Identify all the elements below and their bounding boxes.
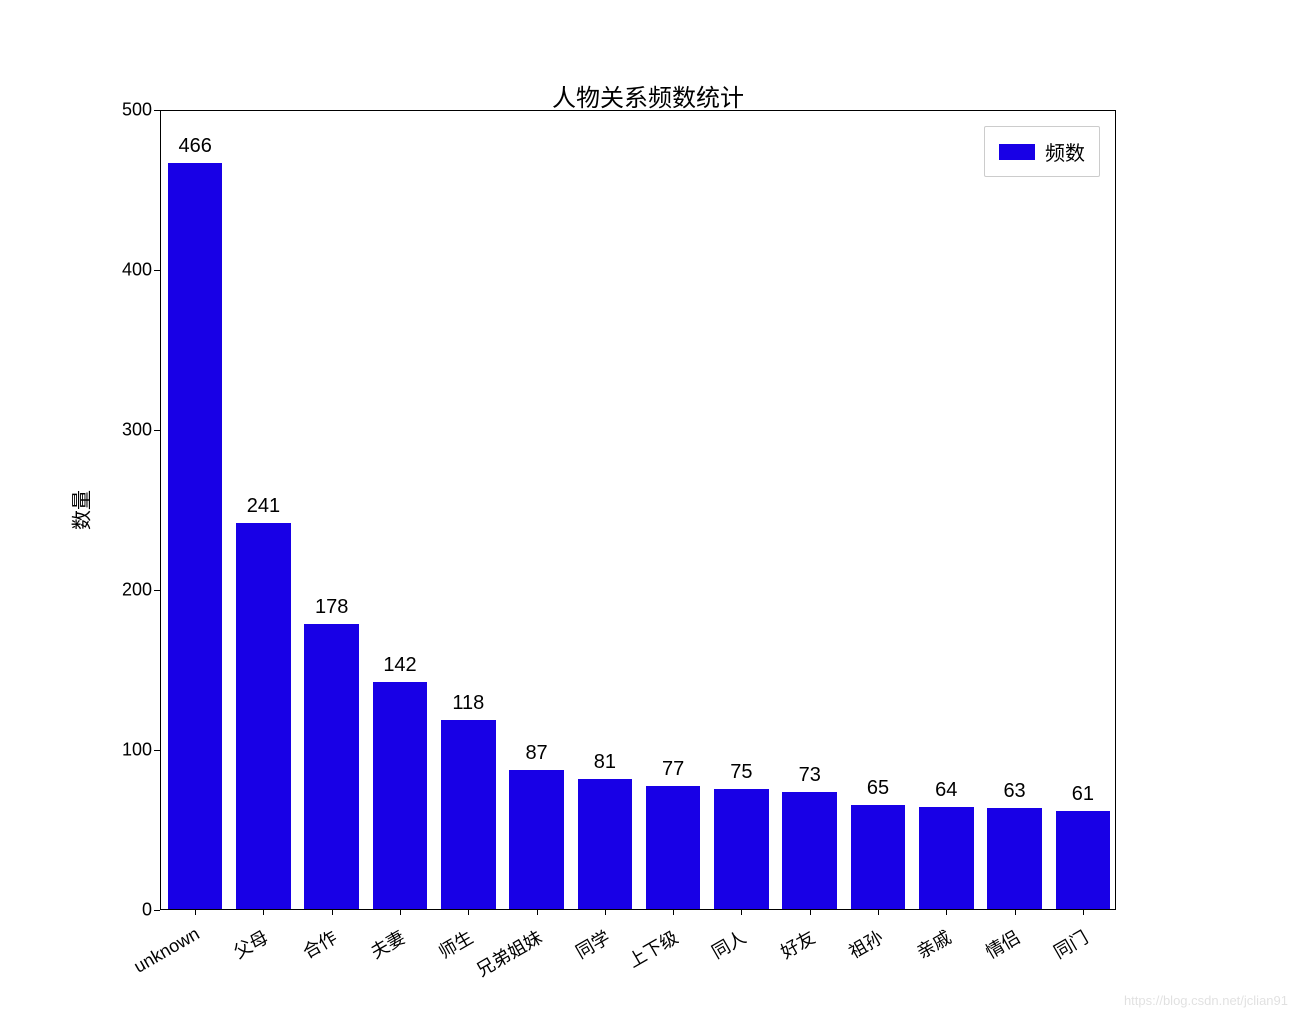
bar <box>168 163 223 909</box>
x-tick-label: unknown <box>130 923 203 977</box>
y-tick-mark <box>154 270 160 271</box>
x-tick-label: 合作 <box>297 924 341 965</box>
bar-value-label: 142 <box>360 654 440 677</box>
x-tick-mark <box>741 909 742 915</box>
y-tick-label: 500 <box>112 100 152 121</box>
legend-label: 频数 <box>1045 137 1085 166</box>
x-tick-mark <box>946 909 947 915</box>
x-tick-mark <box>1015 909 1016 915</box>
x-tick-mark <box>605 909 606 915</box>
y-tick-label: 0 <box>112 900 152 921</box>
x-tick-mark <box>878 909 879 915</box>
y-tick-mark <box>154 110 160 111</box>
bars-group: 466241178142118878177757365646361 <box>161 111 1115 909</box>
bar <box>919 807 974 909</box>
y-axis-label: 数量 <box>66 490 95 530</box>
bar-value-label: 118 <box>428 692 508 715</box>
y-tick-label: 200 <box>112 580 152 601</box>
y-tick-mark <box>154 590 160 591</box>
x-tick-mark <box>263 909 264 915</box>
x-tick-mark <box>673 909 674 915</box>
y-tick-mark <box>154 910 160 911</box>
bar <box>578 779 633 909</box>
watermark: https://blog.csdn.net/jclian91 <box>1124 993 1288 1008</box>
y-tick-label: 300 <box>112 420 152 441</box>
x-tick-mark <box>195 909 196 915</box>
bar <box>646 786 701 909</box>
x-tick-label: 夫妻 <box>365 924 409 965</box>
bar <box>509 770 564 909</box>
chart-title: 人物关系频数统计 <box>0 78 1296 113</box>
legend: 频数 <box>984 126 1100 177</box>
x-tick-label: 同人 <box>707 924 751 965</box>
y-tick-mark <box>154 750 160 751</box>
x-tick-label: 同学 <box>570 924 614 965</box>
x-tick-label: 情侣 <box>980 924 1024 965</box>
x-tick-mark <box>468 909 469 915</box>
bar <box>987 808 1042 909</box>
x-tick-label: 同门 <box>1048 924 1092 965</box>
x-tick-label: 好友 <box>775 924 819 965</box>
bar <box>304 624 359 909</box>
plot-area: 466241178142118878177757365646361 频数 <box>160 110 1116 910</box>
x-tick-mark <box>1083 909 1084 915</box>
bar <box>851 805 906 909</box>
x-tick-label: 亲戚 <box>912 924 956 965</box>
x-tick-mark <box>810 909 811 915</box>
legend-swatch <box>999 144 1035 160</box>
bar-value-label: 241 <box>223 495 303 518</box>
y-tick-label: 100 <box>112 740 152 761</box>
bar-value-label: 61 <box>1043 783 1123 806</box>
bar-value-label: 178 <box>292 596 372 619</box>
bar <box>1056 811 1111 909</box>
x-tick-mark <box>332 909 333 915</box>
bar <box>236 523 291 909</box>
bar <box>441 720 496 909</box>
bar <box>373 682 428 909</box>
x-tick-mark <box>537 909 538 915</box>
x-tick-label: 祖孙 <box>843 924 887 965</box>
x-tick-label: 上下级 <box>623 924 683 974</box>
bar <box>782 792 837 909</box>
x-tick-label: 父母 <box>229 924 273 965</box>
x-tick-mark <box>400 909 401 915</box>
y-tick-mark <box>154 430 160 431</box>
y-tick-label: 400 <box>112 260 152 281</box>
chart-container: 数量 466241178142118878177757365646361 频数 … <box>160 110 1116 910</box>
bar-value-label: 466 <box>155 135 235 158</box>
bar <box>714 789 769 909</box>
x-tick-label: 兄弟姐妹 <box>471 924 546 983</box>
